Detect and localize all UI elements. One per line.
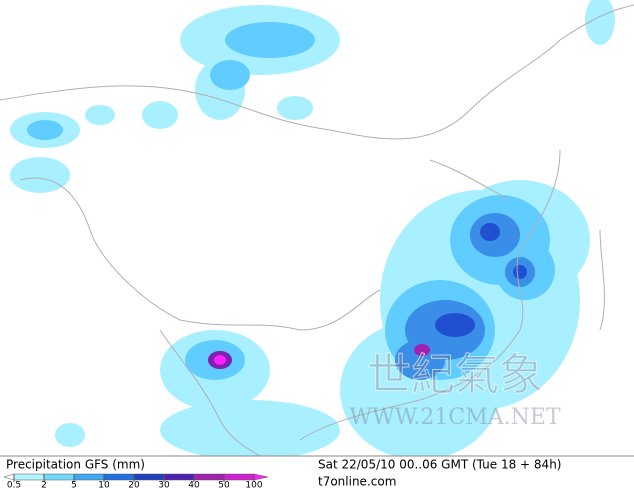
watermark-url: WWW.21CMA.NET (349, 405, 561, 430)
legend-swatch (103, 473, 135, 481)
borders (0, 4, 634, 457)
legend-label: 40 (188, 481, 200, 490)
timestamp: Sat 22/05/10 00..06 GMT (Tue 18 + 84h) (318, 458, 561, 472)
legend-label: 100 (245, 481, 262, 490)
legend-label: 5 (71, 481, 77, 490)
legend-label: 0.5 (7, 481, 21, 490)
precipitation (10, 0, 615, 460)
legend-label: 30 (158, 481, 170, 490)
footer (0, 456, 634, 490)
legend-label: 20 (128, 481, 140, 490)
legend-label: 2 (41, 481, 47, 490)
legend-swatch (223, 473, 255, 481)
legend-swatch (73, 473, 105, 481)
watermark-title: 世紀氣象 (367, 350, 543, 401)
source: t7online.com (318, 475, 396, 489)
legend-swatch (43, 473, 75, 481)
legend-label: 10 (98, 481, 110, 490)
color-legend: 0.5 2 5 10 20 30 40 50 100 (3, 473, 269, 490)
legend-swatch (133, 473, 165, 481)
legend-title: Precipitation GFS (mm) (6, 458, 145, 472)
legend-label: 50 (218, 481, 230, 490)
legend-swatch (193, 473, 225, 481)
legend-swatch (13, 473, 45, 481)
legend-swatch (163, 473, 195, 481)
